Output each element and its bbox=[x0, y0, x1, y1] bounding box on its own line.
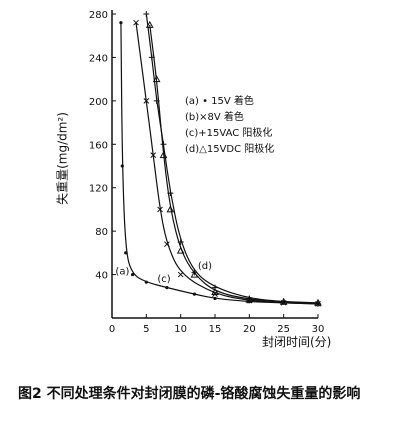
data-point-x bbox=[177, 271, 184, 278]
legend-entry: (a) • 15V 着色 bbox=[185, 94, 254, 107]
data-point-dot bbox=[144, 280, 148, 284]
curve-label: (c) bbox=[157, 274, 170, 285]
data-point-dot bbox=[192, 292, 196, 296]
x-tick-label: 10 bbox=[174, 324, 187, 335]
y-tick-label: 80 bbox=[95, 227, 108, 238]
x-tick-label: 0 bbox=[109, 324, 115, 335]
series-line-2 bbox=[135, 22, 319, 305]
legend-entry: (c)+15VAC 阳极化 bbox=[185, 126, 272, 139]
figure-caption-text: 不同处理条件对封闭膜的磷-铬酸腐蚀失重量的影响 bbox=[46, 386, 361, 402]
x-tick-label: 30 bbox=[312, 324, 325, 335]
data-point-x bbox=[143, 98, 150, 104]
y-tick-label: 200 bbox=[89, 97, 108, 108]
y-tick-label: 280 bbox=[89, 10, 108, 21]
chart-curve-labels: (a) (c) (d) bbox=[115, 261, 212, 285]
x-tick-label: 15 bbox=[209, 324, 222, 335]
chart-series bbox=[119, 11, 322, 307]
data-point-triangle bbox=[279, 297, 288, 305]
data-point-triangle bbox=[159, 151, 168, 159]
series-line-3 bbox=[145, 13, 319, 305]
legend-entry: (b)×8V 着色 bbox=[185, 110, 244, 123]
data-point-x bbox=[157, 206, 163, 213]
y-tick-label: 240 bbox=[89, 53, 108, 64]
data-point-x bbox=[164, 241, 170, 248]
y-tick-label: 40 bbox=[95, 271, 108, 282]
data-point-triangle bbox=[314, 298, 322, 306]
x-axis-label: 封闭时间(分) bbox=[262, 335, 332, 349]
x-tick-label: 20 bbox=[243, 324, 256, 335]
data-point-triangle bbox=[245, 295, 254, 303]
y-axis-label: 失重量(mg/dm²) bbox=[55, 112, 70, 205]
data-point-dot bbox=[213, 296, 217, 301]
data-point-dot bbox=[124, 251, 128, 255]
curve-label: (d) bbox=[198, 261, 212, 272]
data-point-dot bbox=[120, 164, 124, 168]
data-point-triangle bbox=[190, 270, 199, 278]
figure-number: 图2 bbox=[18, 386, 42, 402]
y-tick-label: 120 bbox=[89, 184, 108, 195]
figure-caption: 图2 不同处理条件对封闭膜的磷-铬酸腐蚀失重量的影响 bbox=[18, 383, 398, 405]
data-point-plus bbox=[160, 141, 167, 148]
data-point-dot bbox=[131, 272, 135, 277]
data-point-triangle bbox=[145, 20, 154, 28]
data-point-plus bbox=[143, 11, 150, 17]
data-point-triangle bbox=[152, 75, 161, 83]
chart-axes bbox=[111, 10, 318, 319]
y-tick-label: 160 bbox=[89, 140, 108, 151]
x-tick-label: 25 bbox=[277, 324, 290, 335]
data-point-triangle bbox=[166, 205, 175, 213]
x-tick-label: 5 bbox=[143, 324, 149, 335]
data-point-triangle bbox=[211, 287, 219, 295]
data-point-dot bbox=[165, 286, 169, 290]
curve-label: (a) bbox=[115, 267, 129, 278]
data-point-x bbox=[133, 19, 139, 26]
chart-legend: (a) • 15V 着色 (b)×8V 着色 (c)+15VAC 阳极化 (d)△15… bbox=[185, 94, 274, 155]
data-point-x bbox=[150, 152, 157, 158]
chart-ticks: 0 5 10 15 20 25 30 40 80 120 160 200 240 280 bbox=[89, 10, 324, 335]
data-point-triangle bbox=[176, 246, 185, 254]
data-point-dot bbox=[119, 21, 123, 25]
legend-entry: (d)△15VDC 阳极化 bbox=[185, 142, 274, 155]
series-line-1 bbox=[120, 22, 319, 305]
